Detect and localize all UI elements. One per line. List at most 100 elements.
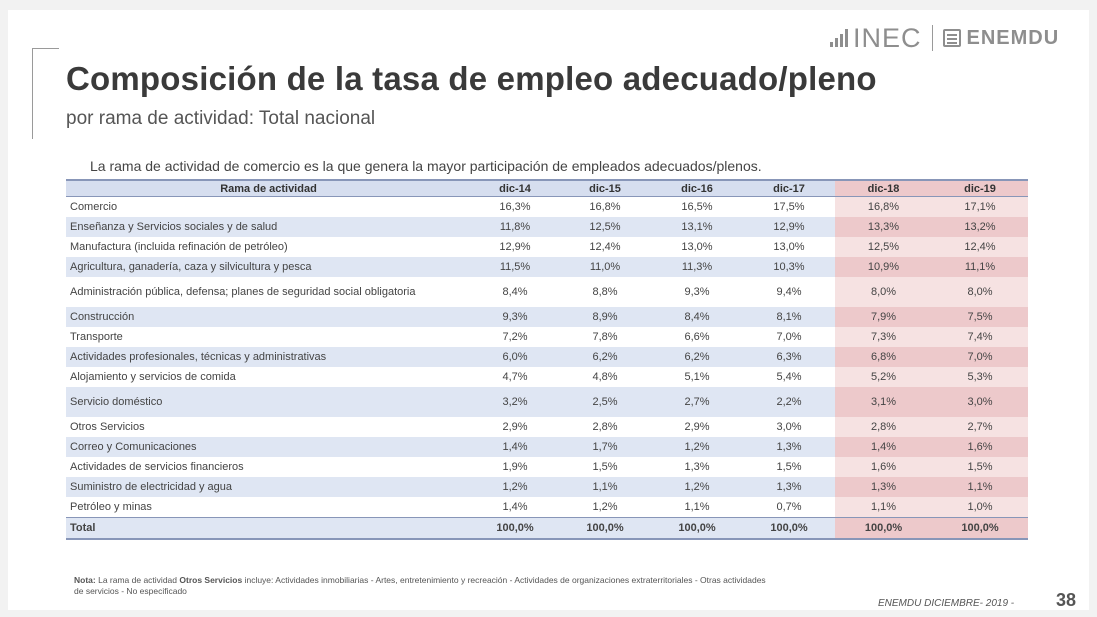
value-cell: 11,1%	[932, 257, 1028, 277]
table-row: Manufactura (incluida refinación de petr…	[66, 237, 1028, 257]
value-cell: 7,0%	[932, 347, 1028, 367]
rama-cell: Transporte	[66, 327, 471, 347]
value-cell: 12,9%	[743, 217, 835, 237]
value-cell: 16,8%	[835, 196, 932, 217]
value-cell: 2,7%	[932, 417, 1028, 437]
table-total-row: Total 100,0% 100,0% 100,0% 100,0% 100,0% 100,0…	[66, 517, 1028, 540]
value-cell: 1,5%	[743, 457, 835, 477]
header-dic-14: dic-14	[471, 179, 559, 197]
value-cell: 100,0%	[651, 517, 743, 540]
value-cell: 7,3%	[835, 327, 932, 347]
table-row: Otros Servicios 2,9% 2,8% 2,9% 3,0% 2,8% 2,7%	[66, 417, 1028, 437]
value-cell: 2,2%	[743, 387, 835, 417]
note-text-after: incluye: Actividades inmobiliarias - Art…	[74, 575, 766, 596]
value-cell: 8,0%	[835, 277, 932, 307]
header-rama: Rama de actividad	[66, 179, 471, 197]
value-cell: 12,4%	[932, 237, 1028, 257]
table-row: Construcción 9,3% 8,9% 8,4% 8,1% 7,9% 7,5%	[66, 307, 1028, 327]
rama-cell: Otros Servicios	[66, 417, 471, 437]
value-cell: 3,0%	[932, 387, 1028, 417]
value-cell: 12,5%	[559, 217, 651, 237]
value-cell: 5,4%	[743, 367, 835, 387]
value-cell: 1,1%	[559, 477, 651, 497]
page-subtitle: por rama de actividad: Total nacional	[66, 108, 376, 129]
rama-cell: Actividades de servicios financieros	[66, 457, 471, 477]
value-cell: 9,3%	[471, 307, 559, 327]
table-row: Suministro de electricidad y agua 1,2% 1,1…	[66, 477, 1028, 497]
enemdu-icon	[942, 29, 961, 47]
value-cell: 2,9%	[471, 417, 559, 437]
table-row: Correo y Comunicaciones 1,4% 1,7% 1,2% 1,3% 1…	[66, 437, 1028, 457]
value-cell: 13,3%	[835, 217, 932, 237]
inec-logo: INEC	[853, 22, 922, 53]
logo-bar: INEC ENEMDU	[830, 22, 1059, 54]
value-cell: 6,3%	[743, 347, 835, 367]
value-cell: 6,2%	[559, 347, 651, 367]
value-cell: 7,4%	[932, 327, 1028, 347]
header-dic-18: dic-18	[835, 179, 932, 197]
value-cell: 17,5%	[743, 196, 835, 217]
value-cell: 1,0%	[932, 497, 1028, 518]
rama-cell: Actividades profesionales, técnicas y ad…	[66, 347, 471, 367]
header-dic-16: dic-16	[651, 179, 743, 197]
value-cell: 6,2%	[651, 347, 743, 367]
table-row: Alojamiento y servicios de comida 4,7% 4,8…	[66, 367, 1028, 387]
value-cell: 16,8%	[559, 196, 651, 217]
intro-text: La rama de actividad de comercio es la q…	[90, 158, 762, 174]
value-cell: 8,8%	[559, 277, 651, 307]
slide: Composición de la tasa de empleo adecuad…	[8, 10, 1089, 610]
value-cell: 1,7%	[559, 437, 651, 457]
value-cell: 12,4%	[559, 237, 651, 257]
logo-divider	[931, 25, 933, 51]
value-cell: 11,5%	[471, 257, 559, 277]
value-cell: 2,8%	[835, 417, 932, 437]
value-cell: 11,8%	[471, 217, 559, 237]
value-cell: 7,9%	[835, 307, 932, 327]
note-bold-term: Otros Servicios	[179, 575, 243, 585]
value-cell: 11,0%	[559, 257, 651, 277]
value-cell: 8,4%	[651, 307, 743, 327]
rama-cell: Suministro de electricidad y agua	[66, 477, 471, 497]
value-cell: 1,2%	[651, 477, 743, 497]
value-cell: 8,9%	[559, 307, 651, 327]
value-cell: 2,8%	[559, 417, 651, 437]
value-cell: 8,0%	[932, 277, 1028, 307]
rama-cell: Correo y Comunicaciones	[66, 437, 471, 457]
value-cell: 100,0%	[559, 517, 651, 540]
value-cell: 100,0%	[743, 517, 835, 540]
value-cell: 1,6%	[835, 457, 932, 477]
value-cell: 0,7%	[743, 497, 835, 518]
value-cell: 1,3%	[743, 437, 835, 457]
value-cell: 3,1%	[835, 387, 932, 417]
table-row: Comercio 16,3% 16,8% 16,5% 17,5% 16,8% 17,1%	[66, 196, 1028, 217]
rama-cell: Alojamiento y servicios de comida	[66, 367, 471, 387]
value-cell: 7,0%	[743, 327, 835, 347]
note-label: Nota:	[74, 575, 96, 585]
value-cell: 1,3%	[835, 477, 932, 497]
value-cell: 1,2%	[651, 437, 743, 457]
value-cell: 17,1%	[932, 196, 1028, 217]
value-cell: 4,8%	[559, 367, 651, 387]
value-cell: 7,5%	[932, 307, 1028, 327]
rama-cell: Manufactura (incluida refinación de petr…	[66, 237, 471, 257]
value-cell: 1,2%	[559, 497, 651, 518]
value-cell: 5,1%	[651, 367, 743, 387]
value-cell: 9,4%	[743, 277, 835, 307]
value-cell: 1,5%	[932, 457, 1028, 477]
value-cell: 6,0%	[471, 347, 559, 367]
table-row: Agricultura, ganadería, caza y silvicult…	[66, 257, 1028, 277]
value-cell: 13,0%	[651, 237, 743, 257]
value-cell: 4,7%	[471, 367, 559, 387]
footer-source: ENEMDU DICIEMBRE- 2019 -	[878, 598, 1015, 609]
footnote: Nota: La rama de actividad Otros Servici…	[74, 575, 774, 597]
value-cell: 9,3%	[651, 277, 743, 307]
value-cell: 1,9%	[471, 457, 559, 477]
value-cell: 1,5%	[559, 457, 651, 477]
value-cell: 2,9%	[651, 417, 743, 437]
rama-cell: Enseñanza y Servicios sociales y de salu…	[66, 217, 471, 237]
value-cell: 5,2%	[835, 367, 932, 387]
page-title: Composición de la tasa de empleo adecuad…	[66, 60, 877, 97]
value-cell: 3,0%	[743, 417, 835, 437]
rama-cell: Total	[66, 517, 471, 540]
value-cell: 1,3%	[651, 457, 743, 477]
